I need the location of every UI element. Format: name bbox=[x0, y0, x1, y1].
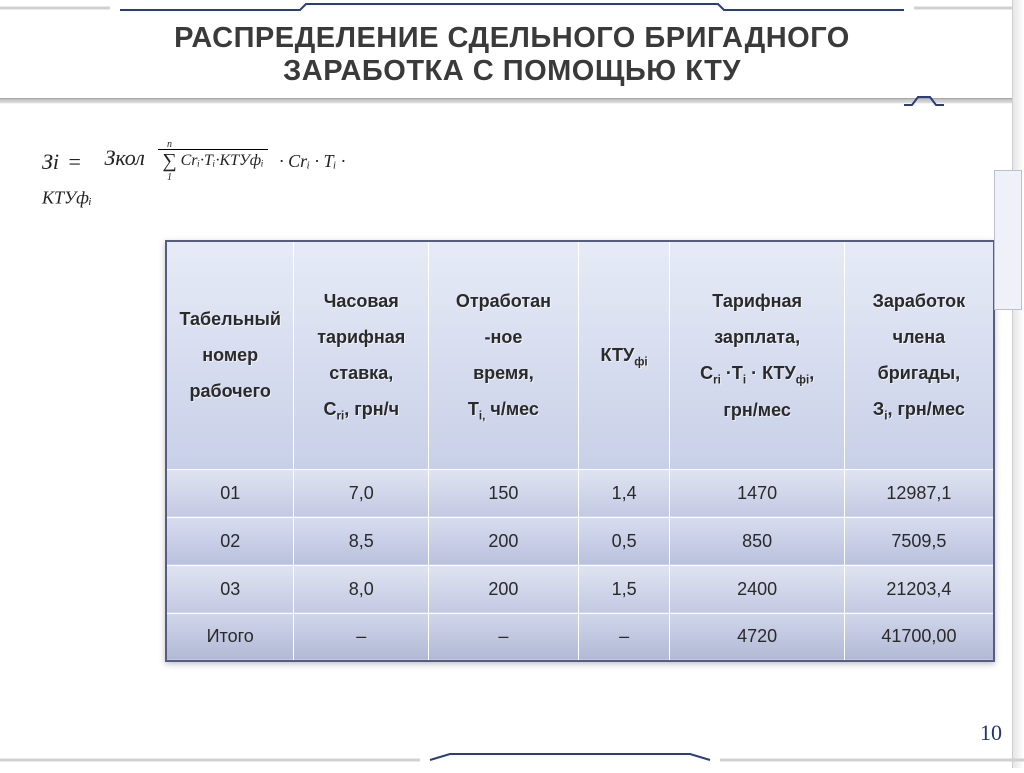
cell-num: 01 bbox=[166, 469, 294, 517]
right-sidebar-box bbox=[994, 170, 1022, 310]
cell-num: 02 bbox=[166, 517, 294, 565]
rule-notch-icon bbox=[904, 93, 944, 111]
col-header-time-worked: Отработан -ное время, Тi, ч/мес bbox=[429, 241, 579, 469]
cell-num: 03 bbox=[166, 565, 294, 613]
col-header-ktu: КТУфi bbox=[578, 241, 670, 469]
title-underline bbox=[0, 98, 1024, 104]
bottom-decoration bbox=[0, 750, 1024, 768]
table-total-row: Итого – – – 4720 41700,00 bbox=[166, 613, 994, 661]
cell-time: 200 bbox=[429, 565, 579, 613]
formula-denominator: n ∑ 1 Crᵢ·Тᵢ·КТУфᵢ bbox=[158, 149, 267, 169]
cell-time: 150 bbox=[429, 469, 579, 517]
cell-rate: 8,0 bbox=[294, 565, 429, 613]
cell-earn: 12987,1 bbox=[844, 469, 994, 517]
title-line-2: ЗАРАБОТКА С ПОМОЩЬЮ КТУ bbox=[283, 55, 741, 87]
cell-total-tariff: 4720 bbox=[670, 613, 844, 661]
cell-total-label: Итого bbox=[166, 613, 294, 661]
cell-rate: 8,5 bbox=[294, 517, 429, 565]
col-header-hourly-rate: Часовая тарифная ставка, Cri, грн/ч bbox=[294, 241, 429, 469]
cell-tariff: 850 bbox=[670, 517, 844, 565]
formula-equals: = bbox=[69, 149, 81, 175]
cell-total-dash: – bbox=[578, 613, 670, 661]
cell-ktu: 1,5 bbox=[578, 565, 670, 613]
formula: Зi = Зкол n ∑ 1 Crᵢ·Тᵢ·КТУфᵢ · Crᵢ · Тᵢ … bbox=[42, 140, 362, 209]
cell-tariff: 1470 bbox=[670, 469, 844, 517]
formula-lhs: Зi bbox=[42, 149, 59, 175]
cell-tariff: 2400 bbox=[670, 565, 844, 613]
right-edge-decoration bbox=[1012, 0, 1024, 768]
cell-ktu: 0,5 bbox=[578, 517, 670, 565]
cell-ktu: 1,4 bbox=[578, 469, 670, 517]
col-header-worker-number: Табельный номер рабочего bbox=[166, 241, 294, 469]
table-header-row: Табельный номер рабочего Часовая тарифна… bbox=[166, 241, 994, 469]
title-line-1: РАСПРЕДЕЛЕНИЕ СДЕЛЬНОГО БРИГАДНОГО bbox=[174, 22, 850, 54]
cell-rate: 7,0 bbox=[294, 469, 429, 517]
slide-title: РАСПРЕДЕЛЕНИЕ СДЕЛЬНОГО БРИГАДНОГО ЗАРАБ… bbox=[0, 0, 1024, 88]
earnings-table: Табельный номер рабочего Часовая тарифна… bbox=[165, 240, 995, 662]
cell-earn: 7509,5 bbox=[844, 517, 994, 565]
col-header-tariff-salary: Тарифная зарплата, Cri ·Тi · КТУфi, грн/… bbox=[670, 241, 844, 469]
cell-time: 200 bbox=[429, 517, 579, 565]
col-header-earnings: Заработок члена бригады, Зi, грн/мес bbox=[844, 241, 994, 469]
cell-total-dash: – bbox=[294, 613, 429, 661]
table-row: 02 8,5 200 0,5 850 7509,5 bbox=[166, 517, 994, 565]
table-row: 01 7,0 150 1,4 1470 12987,1 bbox=[166, 469, 994, 517]
top-decoration bbox=[0, 0, 1024, 10]
cell-earn: 21203,4 bbox=[844, 565, 994, 613]
table-row: 03 8,0 200 1,5 2400 21203,4 bbox=[166, 565, 994, 613]
cell-total-dash: – bbox=[429, 613, 579, 661]
formula-numerator: Зкол bbox=[96, 145, 152, 172]
page-number: 10 bbox=[980, 720, 1002, 746]
formula-fraction: Зкол n ∑ 1 Crᵢ·Тᵢ·КТУфᵢ bbox=[96, 140, 267, 183]
cell-total-earn: 41700,00 bbox=[844, 613, 994, 661]
